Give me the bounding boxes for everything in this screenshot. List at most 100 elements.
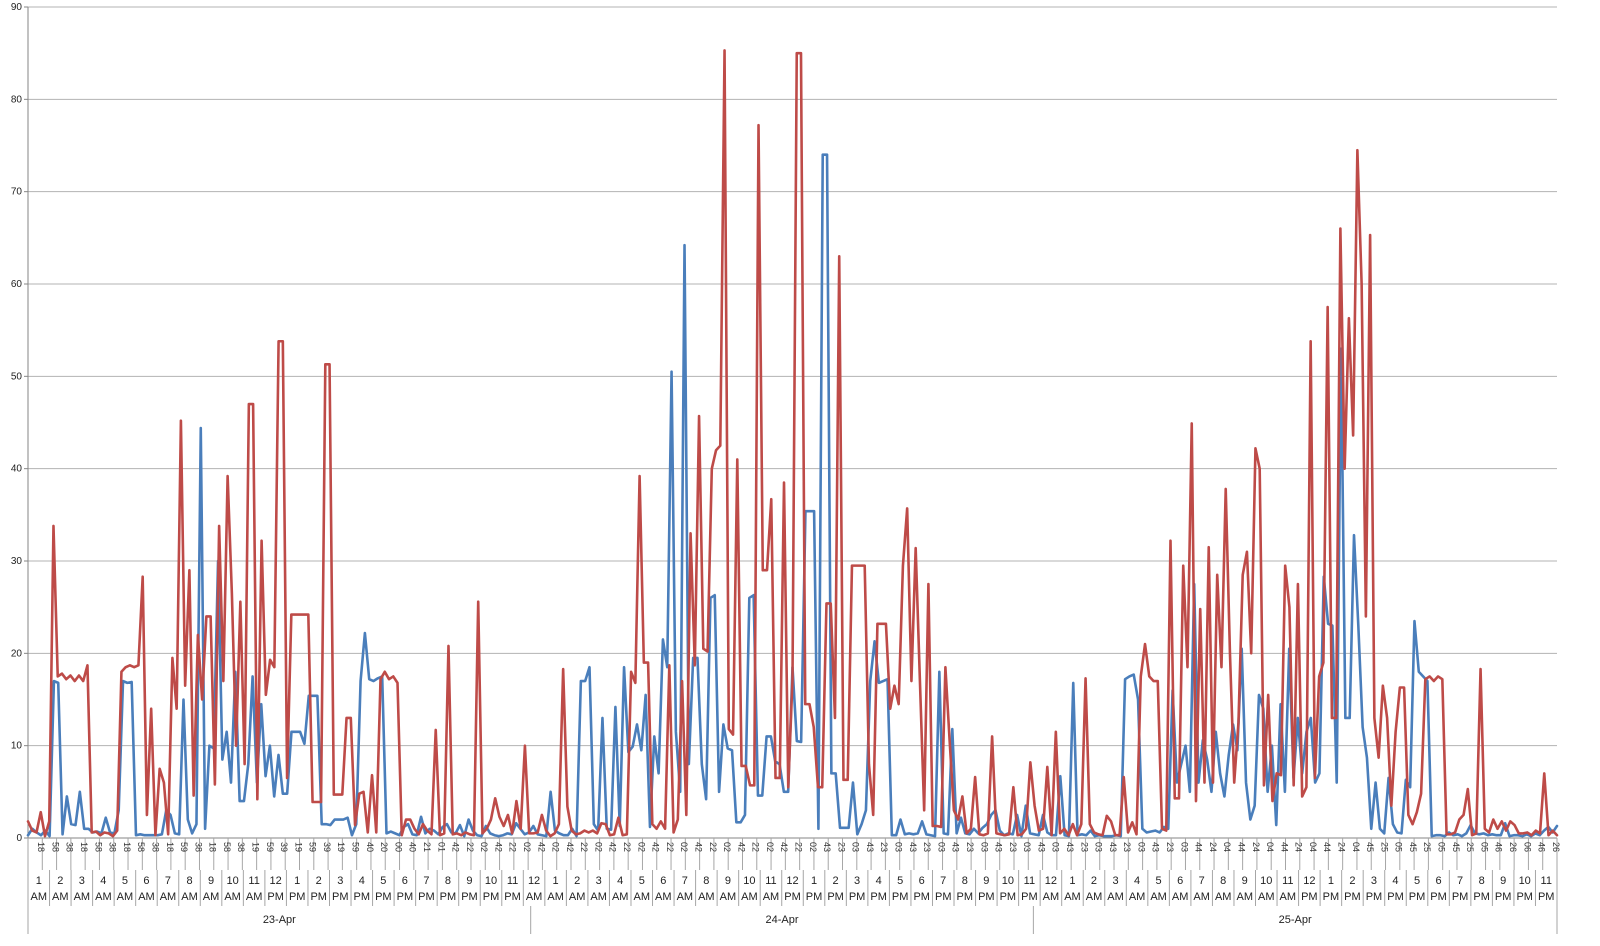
hour-label: 9: [1500, 875, 1506, 887]
hour-label: 1: [1328, 875, 1334, 887]
minute-tick-label: 43: [822, 842, 832, 852]
ampm-label: PM: [806, 891, 823, 903]
minute-tick-label: 46: [1537, 842, 1547, 852]
hour-label: 5: [122, 875, 128, 887]
hour-label: 7: [165, 875, 171, 887]
ampm-label: PM: [483, 891, 500, 903]
ampm-label: AM: [1064, 891, 1081, 903]
minute-tick-label: 42: [565, 842, 575, 852]
ampm-label: PM: [1323, 891, 1340, 903]
ampm-label: PM: [1516, 891, 1533, 903]
minute-tick-label: 43: [994, 842, 1004, 852]
hour-label: 9: [208, 875, 214, 887]
minute-tick-label: 39: [322, 842, 332, 852]
ampm-label: PM: [1021, 891, 1038, 903]
minute-tick-label: 02: [765, 842, 775, 852]
hour-label: 5: [1414, 875, 1420, 887]
minute-tick-label: 03: [894, 842, 904, 852]
minute-tick-label: 19: [293, 842, 303, 852]
ampm-label: AM: [1258, 891, 1275, 903]
minute-tick-label: 22: [622, 842, 632, 852]
hour-label: 10: [226, 875, 238, 887]
minute-tick-label: 40: [365, 842, 375, 852]
minute-tick-label: 19: [336, 842, 346, 852]
hour-label: 11: [507, 875, 518, 887]
ampm-label: AM: [720, 891, 737, 903]
hour-label: 5: [897, 875, 903, 887]
ampm-label: AM: [1086, 891, 1103, 903]
minute-tick-label: 40: [408, 842, 418, 852]
minute-tick-label: 04: [1308, 842, 1318, 852]
ampm-label: PM: [1495, 891, 1512, 903]
hour-label: 3: [1112, 875, 1118, 887]
hour-label: 4: [100, 875, 106, 887]
hour-label: 6: [402, 875, 408, 887]
hour-label: 8: [962, 875, 968, 887]
minute-tick-label: 26: [1508, 842, 1518, 852]
hour-label: 8: [1479, 875, 1485, 887]
hour-label: 1: [294, 875, 300, 887]
ampm-label: AM: [138, 891, 155, 903]
hour-label: 11: [1282, 875, 1293, 887]
ampm-label: AM: [1150, 891, 1167, 903]
y-tick-label: 40: [11, 464, 23, 475]
hour-label: 6: [143, 875, 149, 887]
ampm-label: PM: [827, 891, 844, 903]
hour-label: 2: [574, 875, 580, 887]
hour-label: 1: [36, 875, 42, 887]
minute-tick-label: 38: [150, 842, 160, 852]
minute-tick-label: 39: [279, 842, 289, 852]
minute-tick-label: 21: [422, 842, 432, 852]
ampm-label: PM: [332, 891, 349, 903]
minute-tick-label: 58: [222, 842, 232, 852]
minute-tick-label: 43: [908, 842, 918, 852]
y-tick-label: 60: [11, 279, 23, 290]
minute-tick-label: 00: [393, 842, 403, 852]
minute-tick-label: 45: [1408, 842, 1418, 852]
hour-label: 2: [57, 875, 63, 887]
hour-label: 4: [876, 875, 882, 887]
ampm-label: PM: [978, 891, 995, 903]
x-axis: 18 58 38 18 58 38 18 58 38 18 59 38 18 58 38 19 59 39 19 59…: [27, 837, 1561, 934]
hour-label: 12: [528, 875, 540, 887]
ampm-label: AM: [181, 891, 198, 903]
ampm-label: AM: [677, 891, 694, 903]
minute-tick-label: 23: [965, 842, 975, 852]
hour-label: 12: [1045, 875, 1057, 887]
minute-tick-label: 05: [1479, 842, 1489, 852]
minute-tick-label: 04: [1265, 842, 1275, 852]
ampm-label: PM: [418, 891, 435, 903]
minute-tick-label: 03: [1094, 842, 1104, 852]
ampm-label: PM: [375, 891, 392, 903]
minute-tick-label: 44: [1194, 842, 1204, 852]
minute-tick-label: 23: [879, 842, 889, 852]
y-tick-label: 70: [11, 187, 23, 198]
minute-tick-label: 03: [1136, 842, 1146, 852]
minute-tick-label: 24: [1251, 842, 1261, 852]
hour-label: 5: [1156, 875, 1162, 887]
minute-tick-label: 38: [236, 842, 246, 852]
y-tick-label: 30: [11, 556, 23, 567]
hour-label: 8: [445, 875, 451, 887]
hour-label: 11: [1541, 875, 1552, 887]
minute-tick-label: 04: [1222, 842, 1232, 852]
minute-tick-label: 06: [1522, 842, 1532, 852]
ampm-label: PM: [354, 891, 371, 903]
minute-tick-label: 18: [122, 842, 132, 852]
hour-label: 4: [359, 875, 365, 887]
hour-label: 6: [1177, 875, 1183, 887]
minute-tick-label: 58: [50, 842, 60, 852]
minute-tick-label: 43: [1108, 842, 1118, 852]
minute-tick-label: 01: [436, 842, 446, 852]
ampm-label: PM: [849, 891, 866, 903]
minute-tick-label: 02: [522, 842, 532, 852]
minute-tick-label: 03: [851, 842, 861, 852]
ampm-label: PM: [397, 891, 414, 903]
hour-label: 3: [1371, 875, 1377, 887]
hour-label: 2: [833, 875, 839, 887]
minute-tick-label: 58: [136, 842, 146, 852]
ampm-label: AM: [1193, 891, 1210, 903]
hour-label: 2: [1349, 875, 1355, 887]
ampm-label: AM: [763, 891, 780, 903]
minute-tick-label: 22: [465, 842, 475, 852]
